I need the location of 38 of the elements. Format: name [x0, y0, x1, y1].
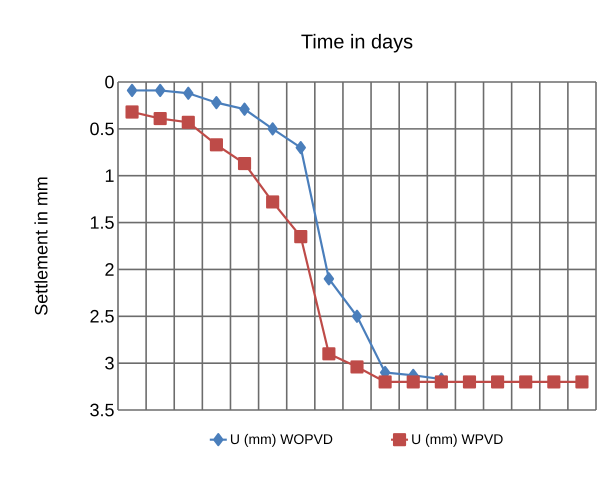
point: [182, 116, 195, 129]
point: [266, 195, 280, 209]
point: [210, 138, 223, 152]
point: [238, 156, 252, 170]
point: [324, 272, 334, 286]
y-tick-label: 3: [105, 356, 114, 370]
point: [154, 84, 166, 98]
y-tick-label: 1.5: [90, 216, 114, 229]
point: [294, 230, 308, 244]
point: [154, 112, 167, 126]
point: [434, 375, 448, 388]
point: [462, 375, 476, 388]
point: [322, 347, 336, 360]
point: [519, 375, 532, 388]
point: [211, 96, 222, 110]
point: [267, 122, 278, 136]
y-tick-label: 0: [105, 76, 114, 88]
x-axis-title: Time in days: [301, 34, 412, 52]
point: [126, 84, 138, 98]
point: [378, 375, 392, 388]
point: [239, 102, 250, 116]
legend-label: U (mm) WPVD: [412, 434, 503, 447]
point: [491, 375, 504, 388]
y-tick-label: 2: [105, 263, 114, 276]
point: [406, 375, 420, 388]
point: [350, 360, 364, 374]
legend-label: U (mm) WOPVD: [230, 434, 332, 447]
point: [296, 141, 306, 154]
point: [183, 86, 194, 100]
point: [575, 375, 589, 388]
y-tick-label: 2.5: [90, 310, 114, 323]
point: [352, 310, 362, 323]
point: [125, 105, 139, 119]
y-tick-label: 0.5: [90, 122, 114, 136]
y-axis-title: Settlement in mm: [34, 177, 48, 315]
point: [547, 375, 560, 388]
y-tick-label: 3.5: [90, 404, 114, 416]
y-tick-label: 1: [106, 170, 114, 182]
